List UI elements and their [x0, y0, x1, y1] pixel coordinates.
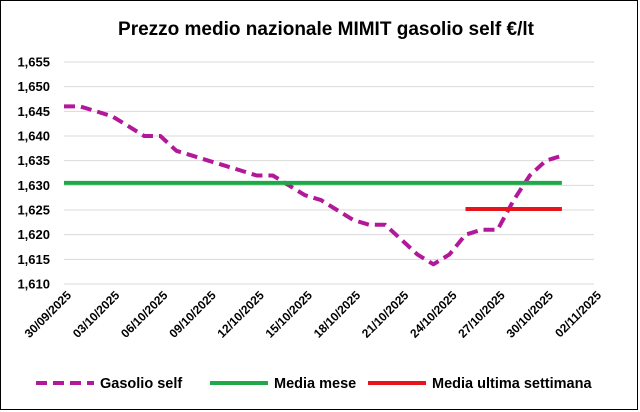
gridlines — [64, 61, 594, 285]
x-tick-label: 09/10/2025 — [166, 288, 219, 341]
series-line-0 — [64, 104, 563, 267]
x-tick-label: 02/11/2025 — [552, 288, 604, 340]
y-tick-label: 1,655 — [17, 55, 50, 70]
x-tick-label: 12/10/2025 — [214, 288, 267, 341]
y-tick-label: 1,640 — [17, 129, 50, 144]
x-tick-label: 30/10/2025 — [504, 288, 557, 341]
legend: Gasolio self Media mese Media ultima setti… — [36, 376, 592, 392]
y-tick-label: 1,635 — [17, 153, 50, 168]
x-axis-ticks: 30/09/202503/10/202506/10/202509/10/2025… — [22, 288, 605, 341]
y-tick-label: 1,615 — [17, 252, 50, 267]
y-axis-ticks: 1,610 1,615 1,620 1,625 1,630 1,635 1,640 1,645… — [17, 55, 50, 292]
x-tick-label: 24/10/2025 — [407, 288, 460, 341]
y-tick-label: 1,645 — [17, 104, 50, 119]
y-tick-label: 1,625 — [17, 203, 50, 218]
legend-label: Media ultima settimana — [432, 376, 592, 392]
x-tick-label: 03/10/2025 — [70, 288, 123, 341]
x-tick-label: 21/10/2025 — [359, 288, 412, 341]
legend-label: Media mese — [274, 376, 356, 392]
y-tick-label: 1,620 — [17, 227, 50, 242]
series-layer — [64, 104, 563, 267]
x-tick-label: 18/10/2025 — [311, 288, 364, 341]
x-tick-label: 06/10/2025 — [118, 288, 171, 341]
legend-label: Gasolio self — [100, 376, 182, 392]
chart-title: Prezzo medio nazionale MIMIT gasolio sel… — [118, 19, 535, 40]
x-tick-label: 30/09/2025 — [22, 288, 75, 341]
y-tick-label: 1,650 — [17, 79, 50, 94]
y-tick-label: 1,610 — [17, 277, 50, 292]
x-tick-label: 15/10/2025 — [263, 288, 316, 341]
x-tick-label: 27/10/2025 — [455, 288, 508, 341]
y-tick-label: 1,630 — [17, 178, 50, 193]
